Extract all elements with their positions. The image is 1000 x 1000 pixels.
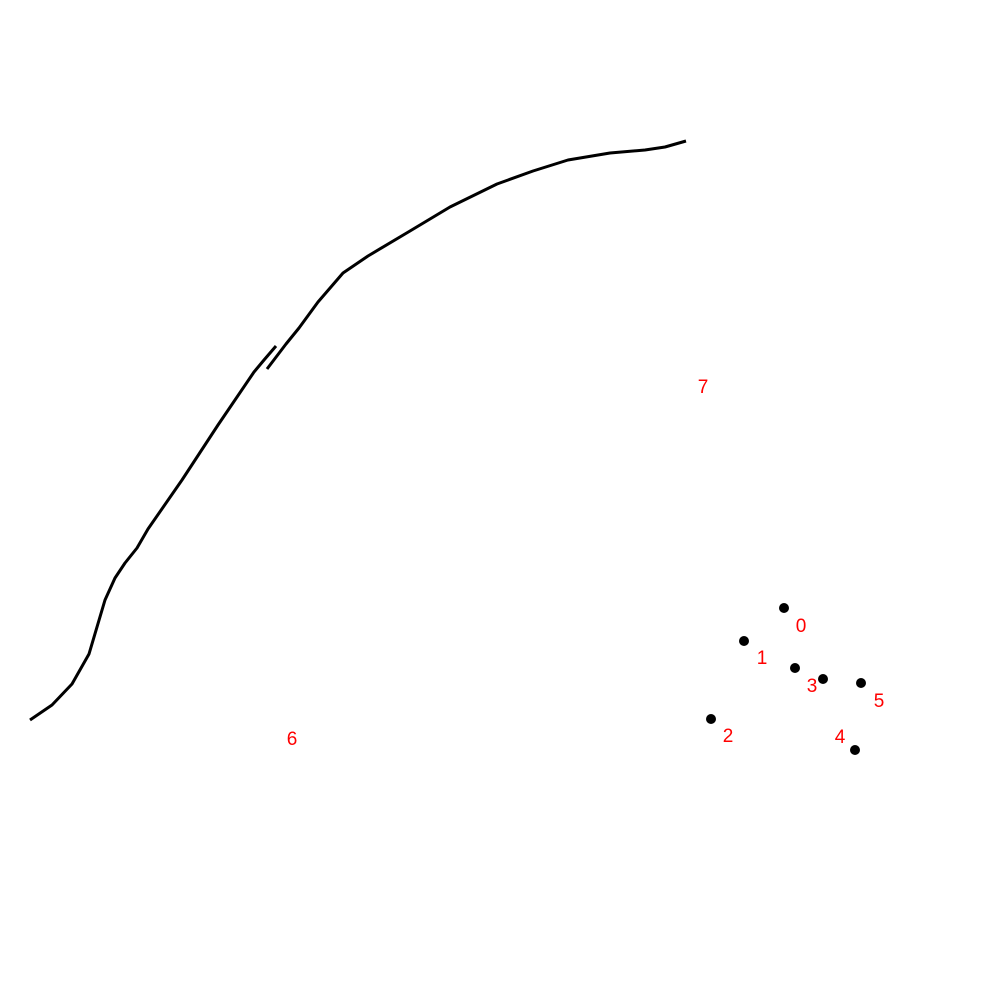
region-label-6: 6 bbox=[287, 729, 298, 750]
point-dot-4 bbox=[850, 745, 860, 755]
point-label-1: 1 bbox=[757, 648, 768, 669]
point-dot-3-b bbox=[818, 674, 828, 684]
point-label-3: 3 bbox=[807, 676, 818, 697]
region-label-7: 7 bbox=[698, 377, 709, 398]
curve-stroke-upper bbox=[265, 139, 687, 370]
point-label-2: 2 bbox=[723, 726, 734, 747]
curve-stroke-lower bbox=[29, 345, 278, 722]
point-label-5: 5 bbox=[874, 691, 885, 712]
point-dot-1 bbox=[739, 636, 749, 646]
point-dot-2 bbox=[706, 714, 716, 724]
point-label-4: 4 bbox=[835, 727, 846, 748]
point-dot-3 bbox=[790, 663, 800, 673]
point-label-0: 0 bbox=[796, 616, 807, 637]
point-markers bbox=[706, 603, 866, 755]
point-labels: 0 1 2 3 4 5 6 7 bbox=[287, 377, 885, 750]
point-dot-5 bbox=[856, 678, 866, 688]
point-dot-0 bbox=[779, 603, 789, 613]
